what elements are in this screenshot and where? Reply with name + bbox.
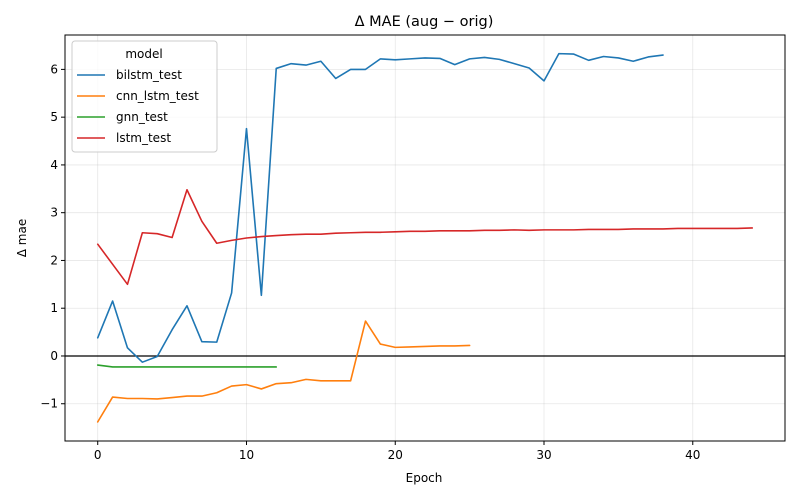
legend-box	[71, 40, 218, 153]
plot-area-frame	[64, 34, 786, 442]
y-tick-label: 5	[50, 110, 58, 124]
y-tick-label: 3	[50, 206, 58, 220]
y-tick-label: −1	[40, 397, 58, 411]
series-line-cnn-lstm-test	[96, 320, 471, 423]
x-axis-ticks: 0 10 20 30 40	[94, 441, 700, 462]
y-tick-label: 1	[50, 301, 58, 315]
chart-title: Δ MAE (aug − orig)	[355, 14, 494, 30]
legend-label-gnn-test: gnn_test	[116, 110, 168, 124]
series-line-bilstm-test	[96, 52, 664, 363]
legend-entries: bilstm_test cnn_lstm_test gnn_test lstm_tes…	[77, 68, 199, 145]
y-axis-label: Δ mae	[15, 219, 29, 257]
y-tick-label: 0	[50, 349, 58, 363]
x-tick-label: 0	[94, 448, 102, 462]
y-tick-label: 4	[50, 158, 58, 172]
legend-label-lstm-test: lstm_test	[116, 131, 171, 145]
y-tick-label: 2	[50, 253, 58, 267]
y-tick-label: 6	[50, 62, 58, 76]
x-tick-label: 40	[685, 448, 700, 462]
series-line-gnn-test	[96, 364, 278, 368]
series-lines	[96, 52, 754, 423]
series-line-lstm-test	[96, 188, 754, 286]
legend: model bilstm_test cnn_lstm_test gnn_testls…	[71, 40, 218, 153]
y-axis-ticks: −1 0 1 2 3 4 5 6	[40, 62, 65, 411]
legend-title: model	[125, 47, 162, 61]
legend-label-cnn-lstm-test: cnn_lstm_test	[116, 89, 199, 103]
x-tick-label: 10	[239, 448, 254, 462]
x-tick-label: 30	[536, 448, 551, 462]
x-tick-label: 20	[388, 448, 403, 462]
legend-label-bilstm-test: bilstm_test	[116, 68, 182, 82]
x-axis-label: Epoch	[406, 471, 443, 485]
